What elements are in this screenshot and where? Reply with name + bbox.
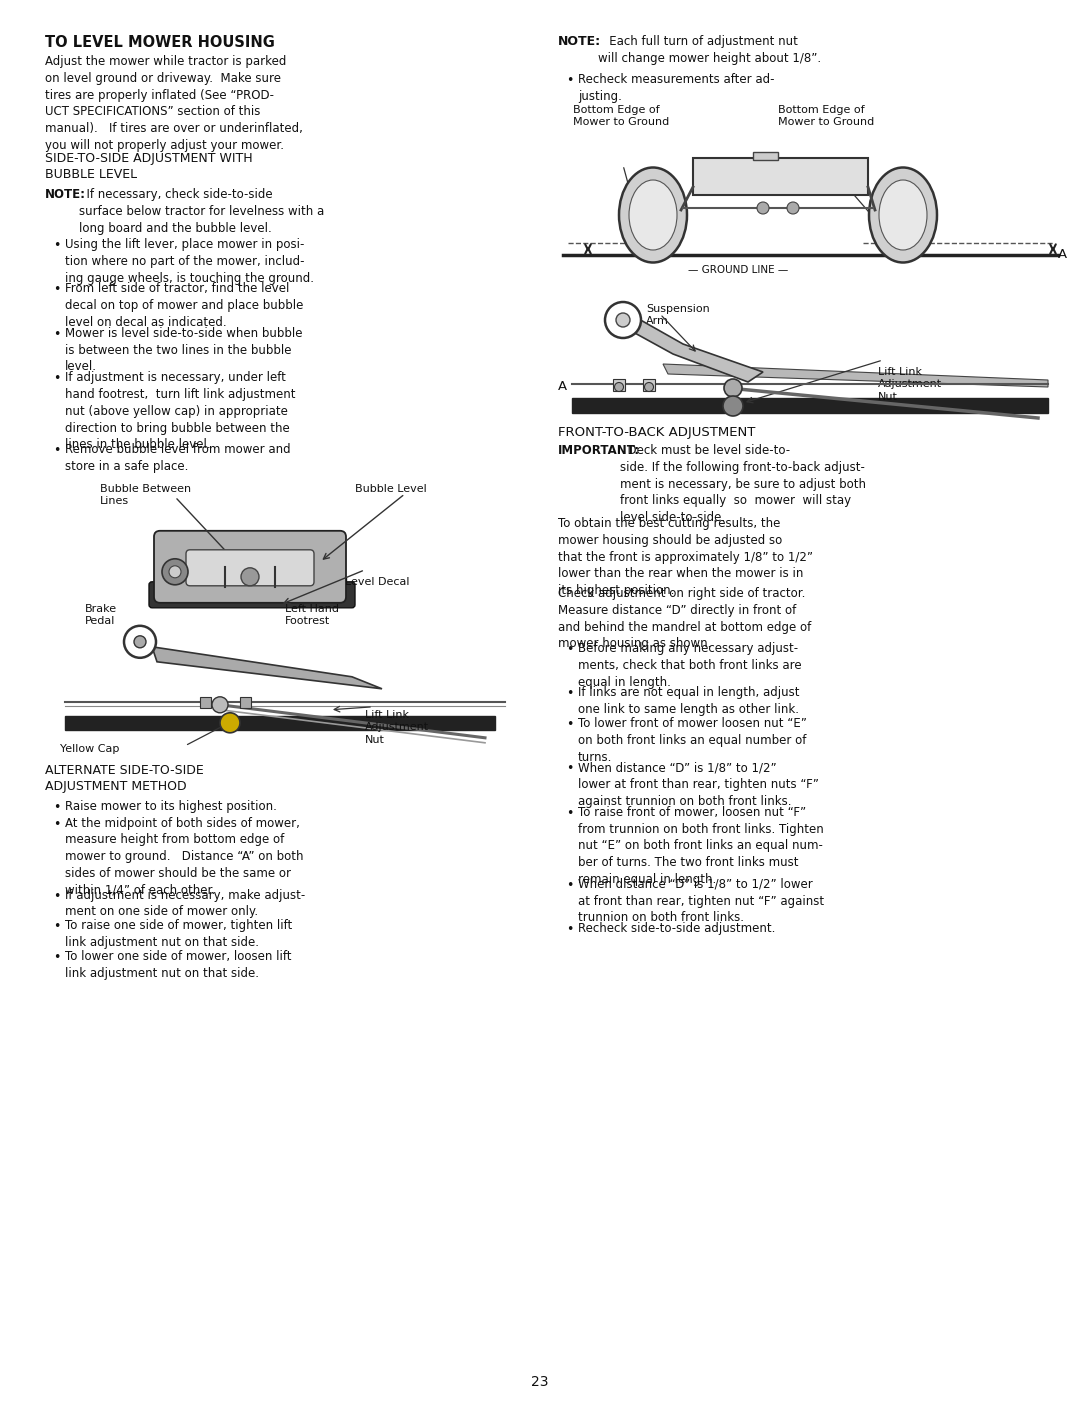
Text: •: • — [566, 923, 573, 937]
Circle shape — [787, 202, 799, 215]
Text: A: A — [1058, 248, 1067, 261]
Text: NOTE:: NOTE: — [558, 35, 602, 48]
Circle shape — [723, 395, 743, 416]
Circle shape — [162, 559, 188, 585]
Text: Bubble Between
Lines: Bubble Between Lines — [100, 484, 191, 506]
Text: •: • — [566, 687, 573, 701]
Text: When distance “D” is 1/8” to 1/2”
lower at front than rear, tighten nuts “F”
aga: When distance “D” is 1/8” to 1/2” lower … — [578, 761, 819, 808]
Text: •: • — [53, 817, 60, 830]
Text: To lower one side of mower, loosen lift
link adjustment nut on that side.: To lower one side of mower, loosen lift … — [65, 949, 292, 980]
Text: Lift Link
Adjustment
Nut: Lift Link Adjustment Nut — [878, 367, 942, 402]
Text: •: • — [566, 644, 573, 656]
Ellipse shape — [869, 167, 937, 262]
Text: Left Hand
Footrest: Left Hand Footrest — [285, 604, 339, 627]
Circle shape — [724, 379, 742, 397]
Bar — [613, 379, 625, 391]
Text: •: • — [53, 283, 60, 296]
Text: •: • — [566, 74, 573, 87]
Text: Before making any necessary adjust-
ments, check that both front links are
equal: Before making any necessary adjust- ment… — [578, 642, 801, 688]
Polygon shape — [152, 646, 382, 688]
Text: Deck must be level side-to-
side. If the following front-to-back adjust-
ment is: Deck must be level side-to- side. If the… — [620, 444, 866, 524]
Bar — [693, 158, 868, 195]
Text: IMPORTANT:: IMPORTANT: — [558, 444, 640, 457]
Text: 00598: 00598 — [713, 163, 738, 172]
Text: When distance “D” is 1/8” to 1/2” lower
at front than rear, tighten nut “F” agai: When distance “D” is 1/8” to 1/2” lower … — [578, 878, 824, 924]
Text: To raise front of mower, loosen nut “F”
from trunnion on both front links. Tight: To raise front of mower, loosen nut “F” … — [578, 806, 824, 886]
Polygon shape — [663, 365, 1048, 387]
Ellipse shape — [629, 179, 677, 250]
Polygon shape — [65, 716, 495, 730]
Text: A: A — [558, 380, 567, 393]
Text: Level Decal: Level Decal — [345, 576, 409, 587]
Text: •: • — [566, 718, 573, 730]
Text: If adjustment is necessary, under left
hand footrest,  turn lift link adjustment: If adjustment is necessary, under left h… — [65, 372, 296, 451]
Text: Check adjustment on right side of tractor.
Measure distance “D” directly in fron: Check adjustment on right side of tracto… — [558, 587, 811, 651]
Text: •: • — [53, 372, 60, 386]
Polygon shape — [572, 398, 1048, 414]
Text: Brake
Pedal: Brake Pedal — [85, 604, 117, 627]
Text: •: • — [53, 890, 60, 903]
Text: Mower is level side-to-side when bubble
is between the two lines in the bubble
l: Mower is level side-to-side when bubble … — [65, 327, 302, 373]
Text: Bottom Edge of
Mower to Ground: Bottom Edge of Mower to Ground — [573, 105, 670, 128]
Text: Each full turn of adjustment nut
will change mower height about 1/8”.: Each full turn of adjustment nut will ch… — [598, 35, 821, 64]
Circle shape — [616, 313, 630, 327]
Text: Remove bubble level from mower and
store in a safe place.: Remove bubble level from mower and store… — [65, 443, 291, 472]
Text: Lift Link
Adjustment
Nut: Lift Link Adjustment Nut — [365, 709, 429, 744]
Circle shape — [212, 697, 228, 712]
Text: To raise one side of mower, tighten lift
link adjustment nut on that side.: To raise one side of mower, tighten lift… — [65, 920, 293, 949]
Bar — [643, 379, 654, 391]
Ellipse shape — [619, 167, 687, 262]
Circle shape — [220, 712, 240, 733]
Circle shape — [757, 202, 769, 215]
Text: •: • — [566, 763, 573, 775]
Text: •: • — [53, 238, 60, 252]
Text: Recheck side-to-side adjustment.: Recheck side-to-side adjustment. — [578, 923, 775, 935]
Circle shape — [134, 635, 146, 648]
Text: — GROUND LINE —: — GROUND LINE — — [688, 265, 788, 275]
Circle shape — [241, 568, 259, 586]
Circle shape — [124, 625, 156, 658]
FancyBboxPatch shape — [154, 531, 346, 603]
Polygon shape — [633, 318, 762, 381]
Text: Using the lift lever, place mower in posi-
tion where no part of the mower, incl: Using the lift lever, place mower in pos… — [65, 238, 314, 285]
Text: •: • — [53, 328, 60, 341]
Text: NOTE:: NOTE: — [45, 188, 86, 200]
Text: •: • — [53, 951, 60, 963]
Text: •: • — [566, 806, 573, 820]
Text: To lower front of mower loosen nut “E”
on both front links an equal number of
tu: To lower front of mower loosen nut “E” o… — [578, 716, 807, 764]
Circle shape — [605, 301, 642, 338]
Text: If adjustment is necessary, make adjust-
ment on one side of mower only.: If adjustment is necessary, make adjust-… — [65, 889, 306, 918]
Text: •: • — [53, 444, 60, 457]
Bar — [240, 697, 251, 708]
Ellipse shape — [879, 179, 927, 250]
Circle shape — [615, 383, 623, 391]
Text: •: • — [53, 801, 60, 813]
Text: Suspension
Arm: Suspension Arm — [646, 304, 710, 327]
Bar — [753, 151, 778, 160]
Text: 23: 23 — [531, 1375, 549, 1389]
Text: At the midpoint of both sides of mower,
measure height from bottom edge of
mower: At the midpoint of both sides of mower, … — [65, 816, 303, 897]
FancyBboxPatch shape — [149, 582, 355, 608]
Text: Bottom Edge of
Mower to Ground: Bottom Edge of Mower to Ground — [778, 105, 874, 128]
Text: If links are not equal in length, adjust
one link to same length as other link.: If links are not equal in length, adjust… — [578, 687, 799, 716]
Text: TO LEVEL MOWER HOUSING: TO LEVEL MOWER HOUSING — [45, 35, 275, 50]
Bar — [200, 697, 211, 708]
Text: Adjust the mower while tractor is parked
on level ground or driveway.  Make sure: Adjust the mower while tractor is parked… — [45, 55, 302, 151]
Circle shape — [168, 566, 181, 578]
Text: •: • — [566, 879, 573, 892]
Text: FRONT-TO-BACK ADJUSTMENT: FRONT-TO-BACK ADJUSTMENT — [558, 426, 755, 439]
Text: Recheck measurements after ad-
justing.: Recheck measurements after ad- justing. — [578, 73, 774, 102]
Text: SIDE-TO-SIDE ADJUSTMENT WITH
BUBBLE LEVEL: SIDE-TO-SIDE ADJUSTMENT WITH BUBBLE LEVE… — [45, 151, 253, 181]
Text: To obtain the best cutting results, the
mower housing should be adjusted so
that: To obtain the best cutting results, the … — [558, 517, 813, 597]
Text: ALTERNATE SIDE-TO-SIDE
ADJUSTMENT METHOD: ALTERNATE SIDE-TO-SIDE ADJUSTMENT METHOD — [45, 764, 204, 792]
FancyBboxPatch shape — [186, 550, 314, 586]
Text: Yellow Cap: Yellow Cap — [60, 744, 120, 754]
Circle shape — [645, 383, 653, 391]
Text: If necessary, check side-to-side
surface below tractor for levelness with a
long: If necessary, check side-to-side surface… — [79, 188, 324, 234]
Text: Bubble Level: Bubble Level — [355, 484, 427, 494]
Text: Raise mower to its highest position.: Raise mower to its highest position. — [65, 799, 276, 813]
Text: •: • — [53, 920, 60, 934]
Text: From left side of tractor, find the level
decal on top of mower and place bubble: From left side of tractor, find the leve… — [65, 282, 303, 329]
